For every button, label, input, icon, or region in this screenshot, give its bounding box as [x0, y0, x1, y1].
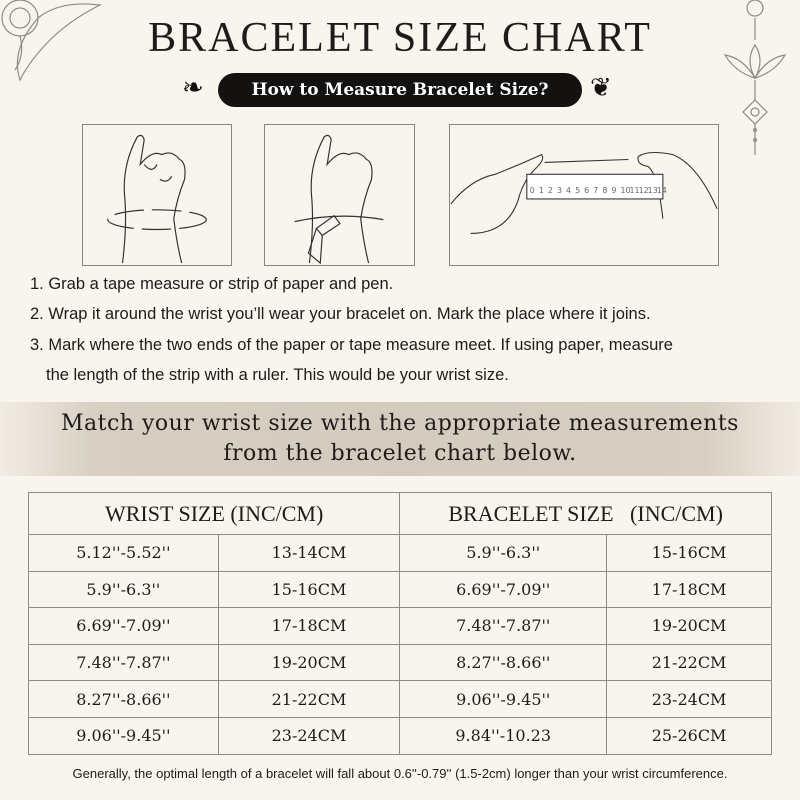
ruler-number: 6	[584, 186, 589, 195]
instruction-step-3: 3. Mark where the two ends of the paper …	[30, 336, 673, 354]
left-swirl-ornament-icon: ❧	[182, 72, 204, 102]
bracelet-inches-cell: 8.27''-8.66''	[399, 643, 608, 682]
bracelet-cm-cell: 17-18CM	[606, 570, 772, 609]
bracelet-cm-cell: 19-20CM	[606, 607, 772, 645]
ruler-number: 1	[539, 186, 544, 195]
illustration-ruler: 0 1 2 3 4 5 6 7 8 9 10 11 12 13 14	[449, 124, 719, 266]
hand-with-pen-icon	[294, 134, 384, 265]
bracelet-size-header: BRACELET SIZE (INC/CM)	[399, 492, 772, 535]
banner-line-1: Match your wrist size with the appropria…	[61, 411, 739, 436]
right-swirl-ornament-icon: ❦	[590, 72, 612, 102]
ruler-number: 13	[648, 186, 658, 195]
ruler-number: 2	[548, 186, 553, 195]
bracelet-inches-cell: 7.48''-7.87''	[399, 607, 608, 645]
instruction-step-2: 2. Wrap it around the wrist you’ll wear …	[30, 305, 651, 323]
bracelet-cm-cell: 15-16CM	[606, 534, 772, 572]
ruler-number: 5	[575, 186, 580, 195]
ruler-number: 11	[630, 186, 640, 195]
wrist-inches-cell: 5.12''-5.52''	[28, 534, 219, 572]
wrist-cm-cell: 23-24CM	[217, 716, 401, 755]
bracelet-cm-cell: 25-26CM	[606, 716, 772, 755]
table-row: 7.48''-7.87'' 19-20CM 8.27''-8.66'' 21-22CM	[28, 643, 772, 682]
bracelet-inches-cell: 9.06''-9.45''	[399, 680, 608, 718]
bracelet-inches-cell: 6.69''-7.09''	[399, 570, 608, 609]
ruler-number: 3	[557, 186, 562, 195]
hands-with-ruler-icon: 0 1 2 3 4 5 6 7 8 9 10 11 12 13 14	[450, 152, 718, 234]
wrist-size-header: WRIST SIZE (INC/CM)	[27, 492, 401, 535]
wrist-inches-cell: 7.48''-7.87''	[28, 643, 219, 682]
wrist-cm-cell: 17-18CM	[217, 607, 401, 645]
table-row: 8.27''-8.66'' 21-22CM 9.06''-9.45'' 23-24CM	[28, 680, 772, 718]
wrist-cm-cell: 15-16CM	[217, 570, 401, 609]
wrist-cm-cell: 13-14CM	[217, 534, 401, 572]
wrist-cm-cell: 21-22CM	[217, 680, 401, 718]
ruler-number: 4	[566, 186, 571, 195]
instruction-step-3-continued: the length of the strip with a ruler. Th…	[46, 366, 509, 384]
bracelet-inches-cell: 5.9''-6.3''	[399, 534, 608, 572]
ruler-number: 14	[657, 186, 667, 195]
banner-line-2: from the bracelet chart below.	[223, 441, 577, 466]
ruler-number: 10	[620, 186, 630, 195]
wrist-inches-cell: 9.06''-9.45''	[28, 716, 219, 755]
size-chart-table: WRIST SIZE (INC/CM) BRACELET SIZE (INC/C…	[27, 492, 772, 755]
page-title: BRACELET SIZE CHART	[148, 15, 652, 61]
illustration-mark-pen	[264, 124, 415, 266]
ruler-number: 7	[593, 186, 598, 195]
footer-note: Generally, the optimal length of a brace…	[72, 766, 728, 781]
table-row: 6.69''-7.09'' 17-18CM 7.48''-7.87'' 19-20CM	[28, 607, 772, 645]
bracelet-cm-cell: 21-22CM	[606, 643, 772, 682]
how-to-measure-heading: How to Measure Bracelet Size?	[218, 73, 582, 107]
lotus-pendant-decoration-icon	[723, 0, 787, 155]
bracelet-cm-cell: 23-24CM	[606, 680, 772, 718]
hand-with-string-icon	[107, 134, 207, 264]
wrist-cm-cell: 19-20CM	[217, 643, 401, 682]
table-row: 9.06''-9.45'' 23-24CM 9.84''-10.23 25-26CM	[28, 716, 772, 755]
wrist-inches-cell: 5.9''-6.3''	[28, 570, 219, 609]
bracelet-inches-cell: 9.84''-10.23	[399, 716, 608, 755]
wrist-inches-cell: 6.69''-7.09''	[28, 607, 219, 645]
table-row: 5.9''-6.3'' 15-16CM 6.69''-7.09'' 17-18CM	[28, 570, 772, 609]
mandala-decoration-icon	[1, 0, 103, 82]
illustration-wrap-string	[82, 124, 232, 266]
ruler-number: 0	[530, 186, 535, 195]
table-row: 5.12''-5.52'' 13-14CM 5.9''-6.3'' 15-16CM	[28, 534, 772, 572]
instruction-step-1: 1. Grab a tape measure or strip of paper…	[30, 275, 394, 293]
match-size-banner: Match your wrist size with the appropria…	[0, 402, 800, 476]
ruler-number: 9	[611, 186, 616, 195]
wrist-inches-cell: 8.27''-8.66''	[28, 680, 219, 718]
ruler-number: 8	[602, 186, 607, 195]
ruler-number: 12	[639, 186, 649, 195]
